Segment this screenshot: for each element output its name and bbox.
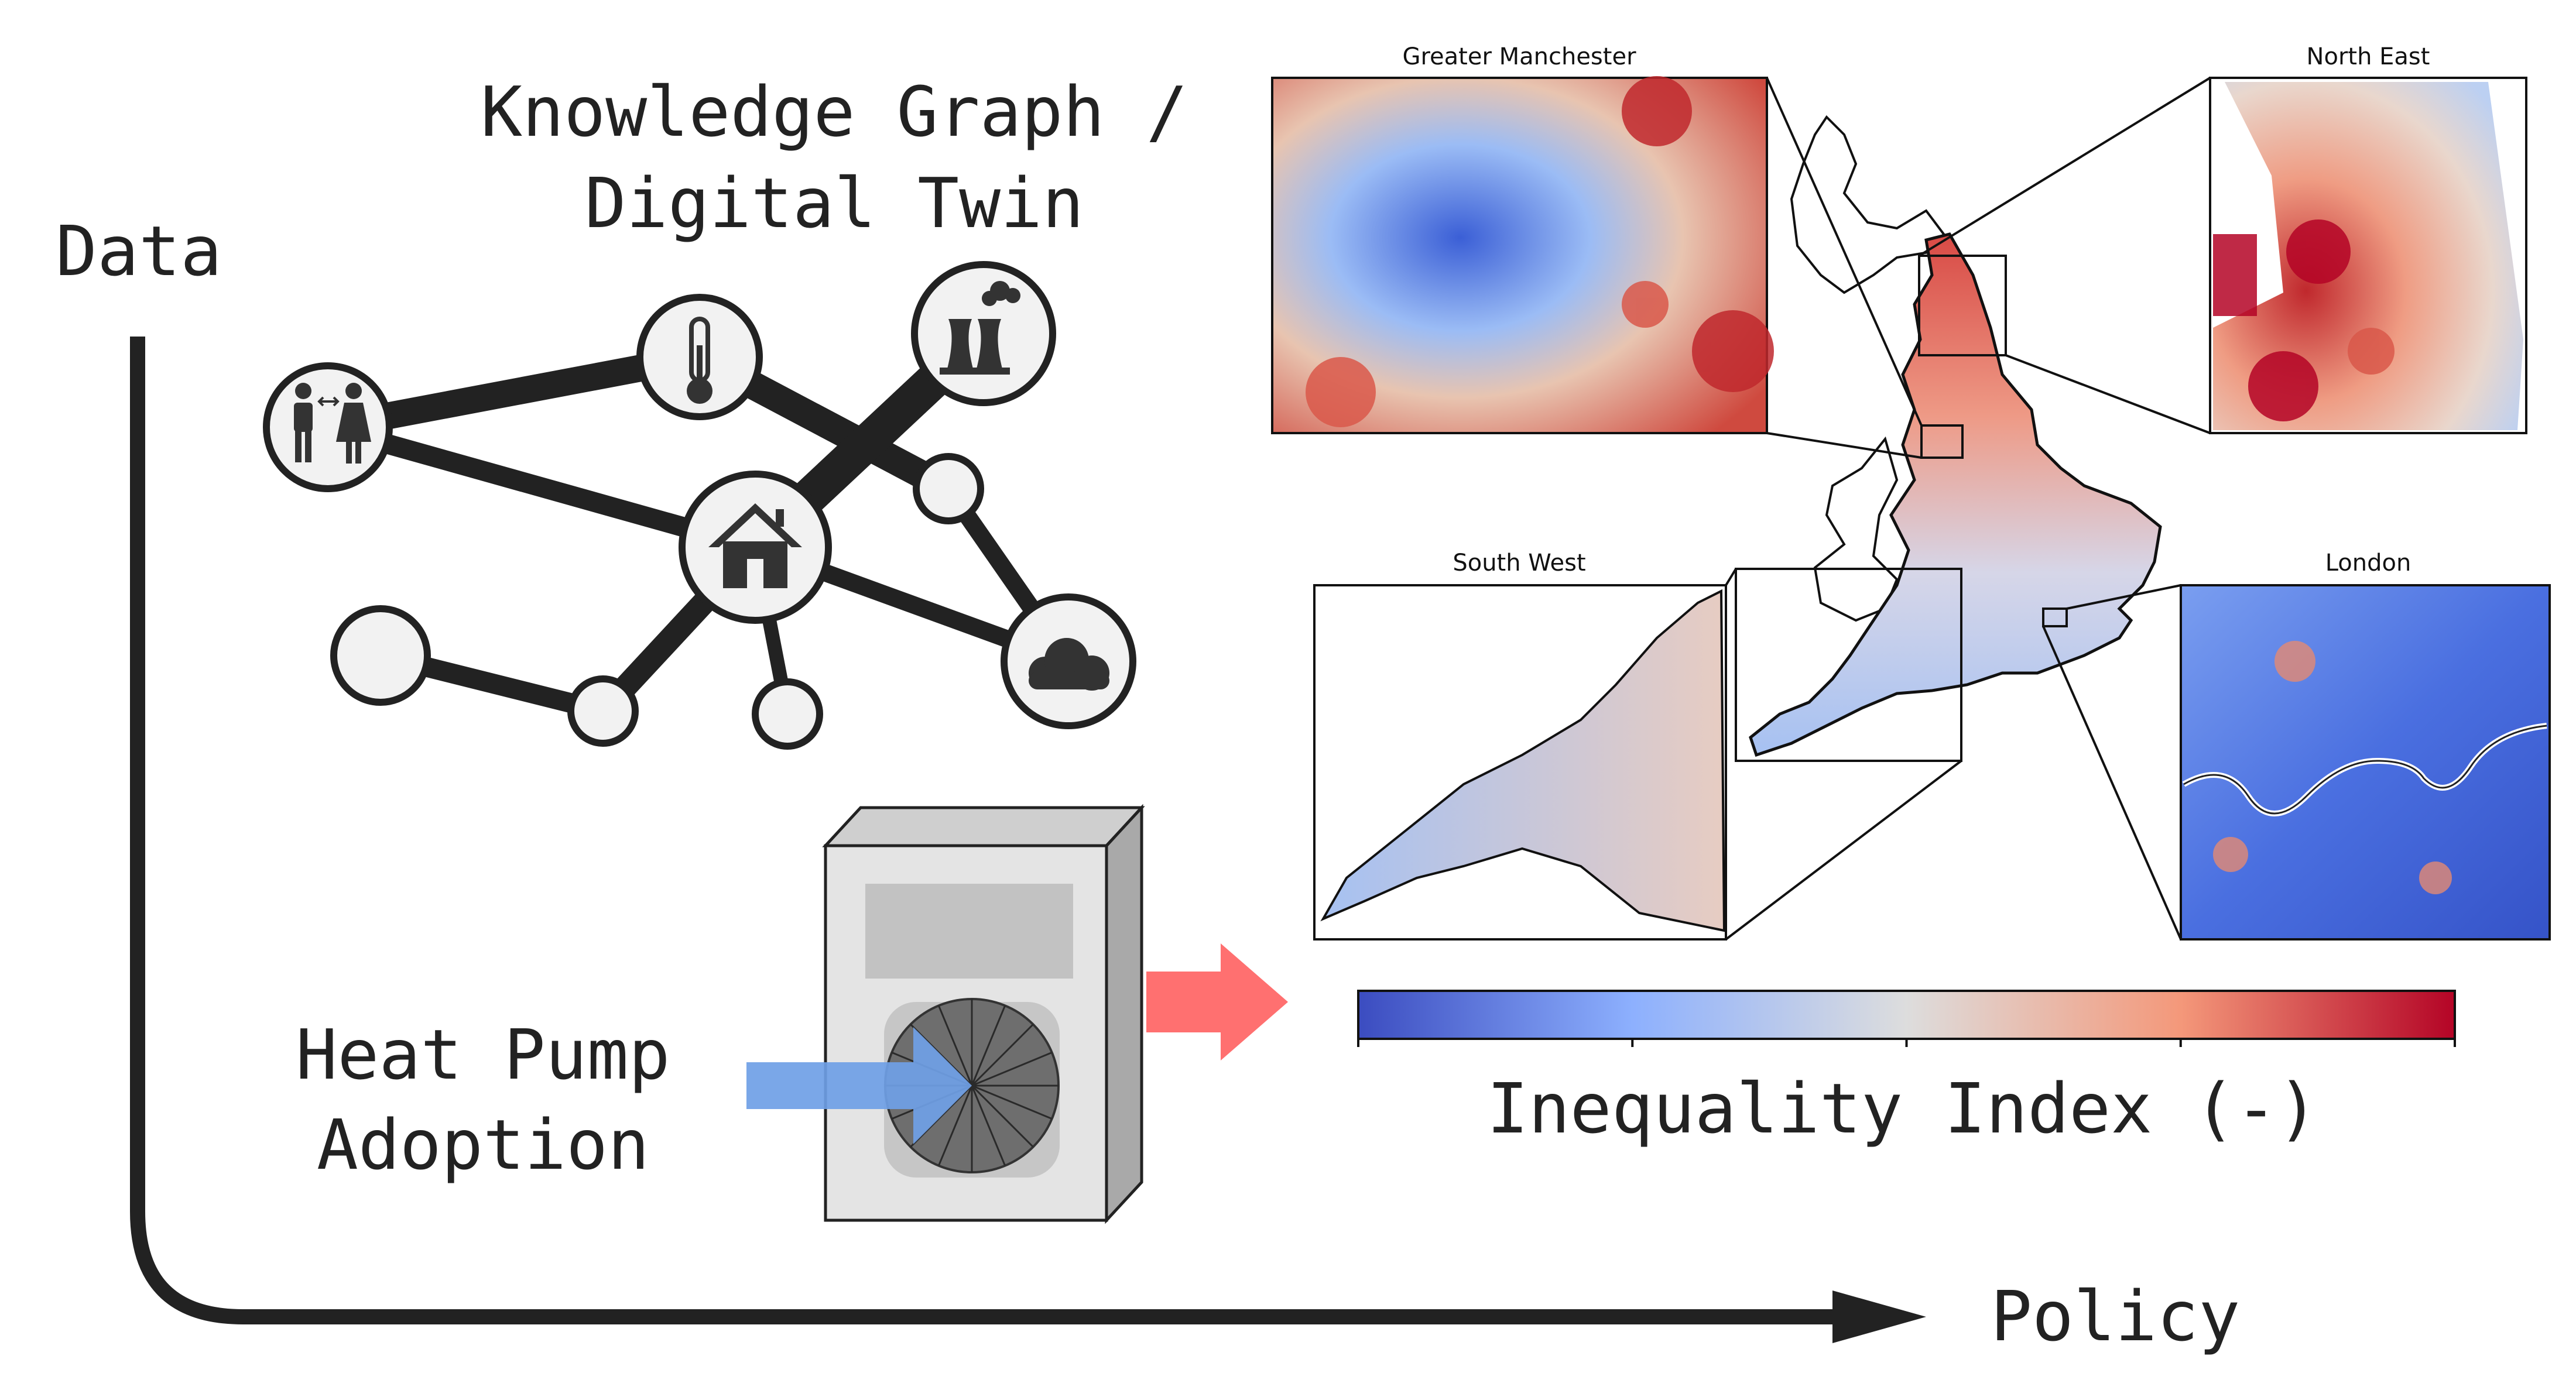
locator-box-south-west — [1735, 568, 1962, 762]
fan-blade — [971, 1051, 1053, 1087]
inset-title-south-west: South West — [1453, 550, 1585, 576]
inset-title-north-east: North East — [2307, 43, 2430, 70]
scotland-outline — [1790, 115, 1945, 294]
fan-blade — [971, 1084, 1053, 1120]
heat-pump-label-line2: Adoption — [317, 1104, 649, 1185]
inequality-map-figure: Greater Manchester North East South West… — [1271, 43, 2551, 1149]
london-hotspots — [2213, 641, 2452, 894]
policy-arrowhead — [1832, 1290, 1926, 1343]
people-node — [263, 362, 393, 492]
policy-label: Policy — [1991, 1276, 2240, 1357]
small-node-right — [913, 453, 984, 524]
heat-pump-label-line1: Heat Pump — [296, 1014, 670, 1095]
house-icon — [708, 503, 802, 588]
south-west-peninsula — [1320, 589, 1726, 932]
colorbar-ticks — [1357, 1039, 2456, 1047]
cloud-icon — [1029, 638, 1109, 691]
heat-pump-top-face — [822, 806, 1145, 847]
locator-box-london — [2042, 607, 2068, 627]
inset-title-london: London — [2325, 550, 2411, 576]
north-east-region — [2213, 82, 2523, 430]
knowledge-graph — [263, 261, 1136, 750]
knowledge-graph-title-line2: Digital Twin — [585, 163, 1084, 243]
fan-blade — [971, 1085, 1006, 1166]
locator-box-greater-manchester — [1920, 424, 1964, 459]
ne-hotspots — [2213, 219, 2395, 421]
data-label: Data — [56, 211, 222, 291]
fan-blade — [971, 1005, 1006, 1086]
inset-london — [2180, 584, 2551, 941]
knowledge-graph-title-line1: Knowledge Graph / — [481, 71, 1188, 152]
england-outline — [1749, 232, 2162, 757]
fan-blade — [971, 1084, 1034, 1148]
power-plant-icon — [940, 281, 1020, 375]
small-node-bottom-b — [752, 678, 823, 750]
heat-pump-unit — [822, 804, 1145, 1224]
fan-blade — [971, 1024, 1034, 1087]
small-node-bottom-a — [567, 675, 639, 747]
england-map — [1749, 115, 2162, 757]
small-node-left — [330, 605, 431, 706]
fan-blade — [937, 1005, 973, 1086]
locator-box-north-east — [1918, 255, 2007, 356]
cold-air-in-arrow — [746, 1027, 972, 1144]
inset-connector-lines — [1725, 77, 2211, 941]
data-policy-axis — [130, 337, 1926, 1343]
colorbar — [1357, 990, 2456, 1040]
thermometer-icon — [687, 317, 712, 404]
hot-air-out-arrow — [1146, 943, 1288, 1060]
wales-outline — [1813, 436, 1899, 622]
graph-nodes — [263, 261, 1136, 750]
inset-title-greater-manchester: Greater Manchester — [1402, 43, 1636, 70]
fan-blade — [937, 1085, 973, 1166]
people-icon — [294, 383, 371, 464]
gm-hotspots — [1306, 76, 1774, 427]
colorbar-label: Inequality Index (-) — [1487, 1068, 2319, 1149]
heat-pump-display-panel — [865, 884, 1073, 979]
heat-pump-side-face — [1105, 804, 1143, 1224]
